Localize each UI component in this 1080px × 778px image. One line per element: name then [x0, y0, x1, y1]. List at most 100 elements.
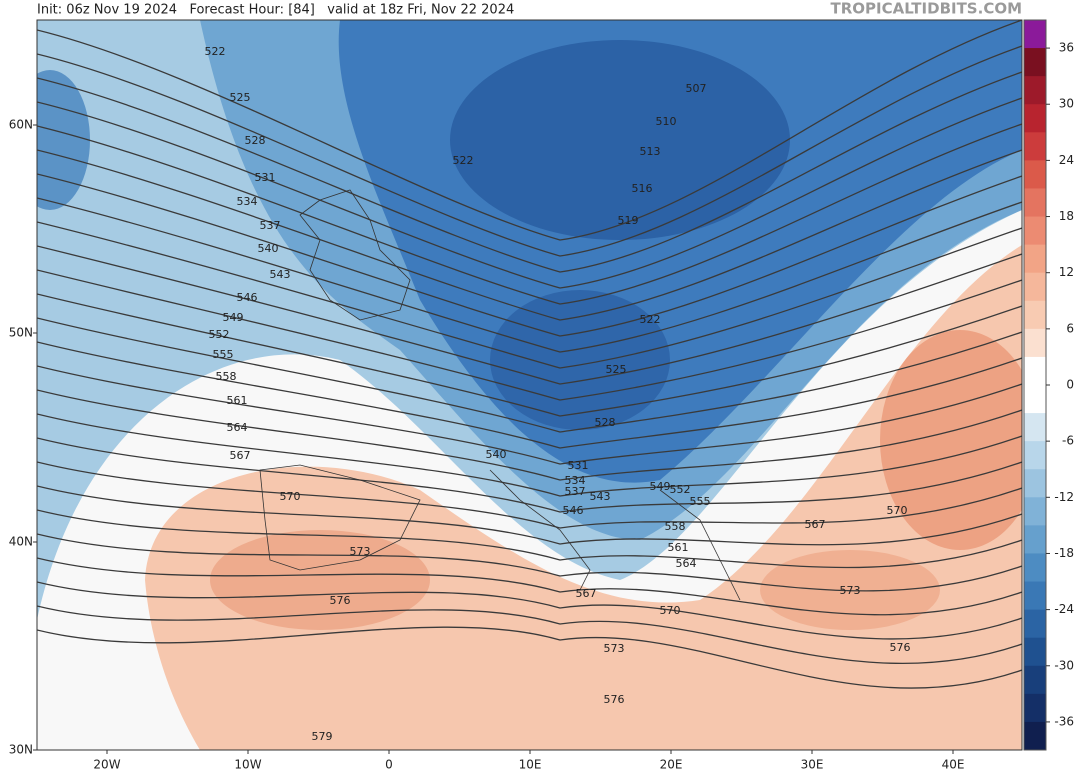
contour-line	[37, 317, 1022, 433]
colorbar-segment	[1024, 441, 1046, 470]
warm-core	[210, 530, 430, 630]
colorbar-label: -24	[1054, 602, 1074, 616]
contour-label: 552	[670, 483, 691, 496]
contour-label: 525	[230, 91, 251, 104]
contour-label: 561	[227, 394, 248, 407]
contour-line	[37, 557, 1022, 616]
contour-label: 576	[330, 594, 351, 607]
longitude-label: 0	[385, 758, 393, 772]
contour-label: 522	[453, 154, 474, 167]
contour-label: 564	[227, 421, 248, 434]
contour-label: 546	[563, 504, 584, 517]
contour-label: 558	[216, 370, 237, 383]
coastline	[489, 469, 591, 591]
colorbar-segment	[1024, 300, 1046, 330]
colorbar-segment	[1024, 609, 1046, 639]
longitude-label: 20E	[660, 758, 683, 772]
contour-label: 549	[223, 311, 244, 324]
latitude-label: 40N	[9, 535, 33, 549]
contour-line	[37, 341, 1022, 449]
coastline	[659, 489, 741, 601]
contour-line	[37, 269, 1022, 401]
contour-line	[37, 533, 1022, 592]
colorbar-segment	[1024, 693, 1046, 723]
contour-label: 546	[237, 291, 258, 304]
colorbar-label: -12	[1054, 490, 1074, 504]
coastline	[299, 189, 411, 321]
colorbar-label: 18	[1059, 209, 1074, 223]
colorbar-segment	[1024, 385, 1046, 414]
colorbar-segment	[1024, 525, 1046, 554]
colorbar-label: -6	[1062, 434, 1074, 448]
colorbar-label: -30	[1054, 658, 1074, 672]
colorbar-segment	[1024, 469, 1046, 498]
contour-label: 522	[640, 313, 661, 326]
colorbar-label: 36	[1059, 41, 1074, 55]
colorbar-segment	[1024, 188, 1046, 218]
contour-line	[37, 461, 1022, 529]
contour-label: 561	[668, 541, 689, 554]
contour-label: 555	[690, 495, 711, 508]
contour-line	[37, 389, 1022, 481]
colorbar-segment	[1024, 160, 1046, 189]
colorbar-segment	[1024, 244, 1046, 274]
contour-label: 567	[805, 518, 826, 531]
colorbar-segment	[1024, 665, 1046, 695]
colorbar-segment	[1024, 721, 1046, 751]
colorbar-segment	[1024, 413, 1046, 442]
contour-line	[37, 581, 1022, 640]
longitude-label: 10E	[519, 758, 542, 772]
contour-line	[37, 45, 1022, 257]
longitude-label: 40E	[942, 758, 965, 772]
warm-core	[880, 330, 1022, 550]
contour-label: 567	[230, 449, 251, 462]
contour-label: 558	[665, 520, 686, 533]
contour-label: 534	[565, 474, 586, 487]
contour-line	[37, 123, 1022, 305]
header-info: Init: 06z Nov 19 2024 Forecast Hour: [84…	[37, 3, 514, 18]
contour-line	[37, 437, 1022, 513]
colorbar-segment	[1024, 637, 1046, 667]
contour-label: 537	[565, 485, 586, 498]
contour-label: 528	[595, 416, 616, 429]
contour-line	[37, 413, 1022, 497]
colorbar-label: -36	[1054, 714, 1074, 728]
contour-label: 522	[205, 45, 226, 58]
colorbar-segment	[1024, 76, 1046, 105]
latitude-label: 60N	[9, 118, 33, 132]
contour-line	[37, 149, 1022, 321]
contour-label: 576	[890, 641, 911, 654]
contour-label: 534	[237, 195, 258, 208]
colorbar-segment	[1024, 356, 1046, 386]
contour-line	[37, 173, 1022, 337]
colorbar-segment	[1024, 328, 1046, 358]
colorbar-label: 12	[1059, 265, 1074, 279]
contour-line	[37, 509, 1022, 569]
cold-region	[37, 70, 90, 210]
contour-line	[37, 197, 1022, 353]
contour-label: 576	[604, 693, 625, 706]
contour-label: 543	[270, 268, 291, 281]
colorbar-segment	[1024, 497, 1046, 526]
longitude-label: 10W	[234, 758, 261, 772]
colorbar-label: 24	[1059, 153, 1074, 167]
colorbar-segment	[1024, 132, 1046, 161]
contour-label: 540	[258, 242, 279, 255]
contour-label: 519	[618, 214, 639, 227]
contour-label: 573	[350, 545, 371, 558]
contour-line	[37, 485, 1022, 546]
contour-line	[37, 365, 1022, 465]
contour-label: 507	[686, 82, 707, 95]
latitude-label: 50N	[9, 326, 33, 340]
contour-label: 570	[660, 604, 681, 617]
colorbar-label: -18	[1054, 546, 1074, 560]
contour-label: 570	[887, 504, 908, 517]
contour-line	[37, 605, 1022, 664]
contour-line	[37, 221, 1022, 369]
contour-label: 531	[568, 459, 589, 472]
contour-line	[37, 245, 1022, 385]
colorbar-segment	[1024, 104, 1046, 133]
contour-label: 528	[245, 134, 266, 147]
contour-line	[37, 20, 1022, 241]
